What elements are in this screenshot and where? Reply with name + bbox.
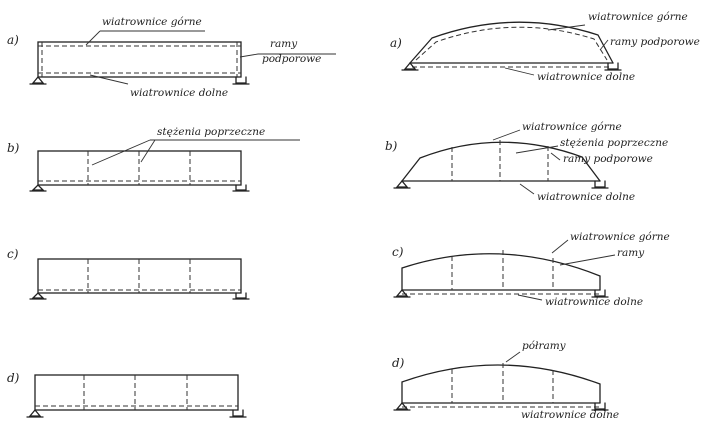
- right-a-top-bracing: [415, 26, 608, 61]
- right-a-tag: a): [390, 36, 402, 50]
- left-diagram-d: d): [7, 371, 247, 418]
- right-b-bottom-label: wiatrownice dolne: [537, 191, 635, 203]
- left-b-tag: b): [7, 141, 20, 155]
- right-b-mid-leader: [515, 145, 559, 154]
- left-b-mid-leader-1: [91, 139, 151, 166]
- left-b-mid-leader-2: [140, 139, 156, 163]
- right-diagram-d: d) półramy wiatrownice dolne: [392, 340, 619, 421]
- left-d-support-pin: [26, 408, 44, 418]
- left-a-bottom-leader: [89, 74, 129, 85]
- right-c-tag: c): [392, 245, 404, 259]
- right-a-bottom-label: wiatrownice dolne: [537, 71, 635, 83]
- right-c-side-leader: [559, 254, 616, 266]
- right-c-side-label: ramy: [617, 247, 645, 259]
- left-d-support-roller: [229, 409, 247, 418]
- right-d-bottom-label: wiatrownice dolne: [521, 409, 619, 421]
- left-c-support-pin: [29, 292, 47, 300]
- right-d-top-leader: [505, 351, 521, 363]
- left-diagram-c: c): [7, 247, 250, 300]
- right-d-top-label: półramy: [522, 340, 567, 352]
- left-diagram-b: b) stężenia poprzeczne: [7, 126, 300, 192]
- right-d-tag: d): [392, 356, 405, 370]
- right-d-support-roller: [591, 402, 609, 411]
- right-b-mid-label: stężenia poprzeczne: [560, 137, 668, 149]
- right-b-side-label: ramy podporowe: [563, 153, 653, 165]
- right-b-side-leader: [550, 152, 561, 161]
- right-c-arch-top-chord: [401, 253, 601, 291]
- left-b-mid-label: stężenia poprzeczne: [157, 126, 265, 138]
- right-a-bottom-leader: [504, 67, 535, 76]
- left-a-bottom-label: wiatrownice dolne: [130, 87, 228, 99]
- right-d-arch-top-chord: [401, 364, 601, 404]
- right-c-support-roller: [591, 289, 609, 298]
- left-a-side-leader: [239, 53, 259, 58]
- right-b-support-roller: [591, 180, 609, 189]
- left-a-side-label-2: podporowe: [262, 53, 321, 65]
- right-b-tag: b): [385, 139, 398, 153]
- right-a-top-leader: [547, 24, 586, 31]
- right-a-support-pin: [401, 61, 419, 71]
- left-c-support-roller: [232, 292, 250, 300]
- right-diagram-c: c) wiatrownice górne ramy wiatrownice do…: [392, 231, 670, 308]
- left-a-top-leader: [85, 30, 101, 46]
- right-c-support-pin: [393, 288, 411, 298]
- left-a-tag: a): [7, 33, 19, 47]
- right-c-bottom-leader: [517, 294, 543, 301]
- right-d-support-pin: [393, 401, 411, 411]
- right-a-top-label: wiatrownice górne: [588, 11, 688, 23]
- left-a-support-roller: [232, 76, 250, 85]
- left-b-support-roller: [232, 184, 250, 192]
- left-d-tag: d): [7, 371, 20, 385]
- left-a-frame: [37, 41, 242, 78]
- right-b-support-pin: [393, 179, 411, 189]
- right-diagram-b: b) wiatrownice górne stężenia poprzeczne…: [385, 121, 668, 203]
- left-b-support-pin: [29, 184, 47, 192]
- right-c-top-label: wiatrownice górne: [570, 231, 670, 243]
- left-a-side-label-1: ramy: [270, 38, 298, 50]
- left-a-top-label: wiatrownice górne: [102, 16, 202, 28]
- right-diagram-a: a) wiatrownice górne ramy podporowe wiat…: [390, 11, 700, 83]
- right-b-top-leader: [492, 129, 521, 141]
- right-a-arch-top-chord: [409, 21, 614, 64]
- right-b-top-label: wiatrownice górne: [522, 121, 622, 133]
- right-a-side-leader: [599, 39, 609, 51]
- right-a-support-roller: [604, 62, 622, 71]
- left-a-support-pin: [29, 75, 47, 85]
- right-c-bottom-label: wiatrownice dolne: [545, 296, 643, 308]
- left-d-frame: [34, 374, 239, 411]
- right-a-side-label: ramy podporowe: [610, 36, 700, 48]
- right-c-top-leader: [551, 239, 569, 254]
- left-diagram-a: a) wiatrownice górne ramy podporowe wiat…: [7, 16, 336, 99]
- left-c-tag: c): [7, 247, 19, 261]
- right-b-bottom-leader: [519, 183, 535, 195]
